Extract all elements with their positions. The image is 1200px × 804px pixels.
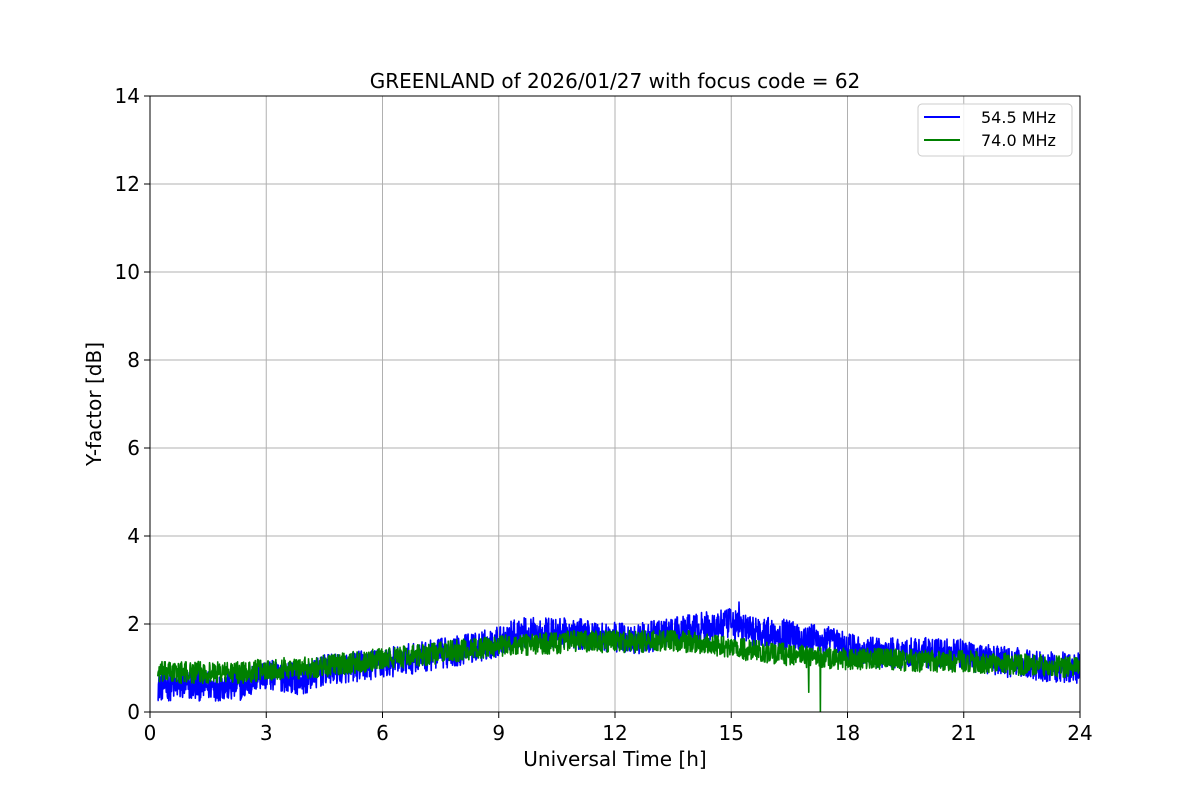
x-tick-label: 0 [144, 721, 157, 745]
y-tick-label: 12 [115, 172, 140, 196]
grid-lines [149, 95, 1081, 713]
y-tick-label: 14 [115, 84, 140, 108]
x-tick-label: 24 [1067, 721, 1092, 745]
x-tick-label: 6 [376, 721, 389, 745]
series-lines [156, 601, 1080, 712]
y-tick-label: 6 [127, 436, 140, 460]
x-tick-label: 3 [260, 721, 273, 745]
x-tick-label: 12 [602, 721, 627, 745]
x-tick-label: 21 [951, 721, 976, 745]
y-axis-label: Y-factor [dB] [82, 342, 106, 467]
x-tick-label: 9 [492, 721, 505, 745]
y-tick-label: 8 [127, 348, 140, 372]
x-tick-label: 15 [719, 721, 744, 745]
y-tick-label: 2 [127, 612, 140, 636]
legend-label-series-2: 74.0 MHz [981, 131, 1056, 150]
y-tick-label: 4 [127, 524, 140, 548]
chart-title: GREENLAND of 2026/01/27 with focus code … [370, 69, 861, 93]
series-line-1 [157, 601, 1080, 702]
legend: 54.5 MHz 74.0 MHz [917, 103, 1073, 157]
x-axis-label: Universal Time [h] [523, 747, 706, 771]
y-tick-label: 0 [127, 700, 140, 724]
legend-label-series-1: 54.5 MHz [981, 108, 1056, 127]
x-tick-label: 18 [835, 721, 860, 745]
y-tick-label: 10 [115, 260, 140, 284]
series-line-2 [156, 629, 1080, 712]
